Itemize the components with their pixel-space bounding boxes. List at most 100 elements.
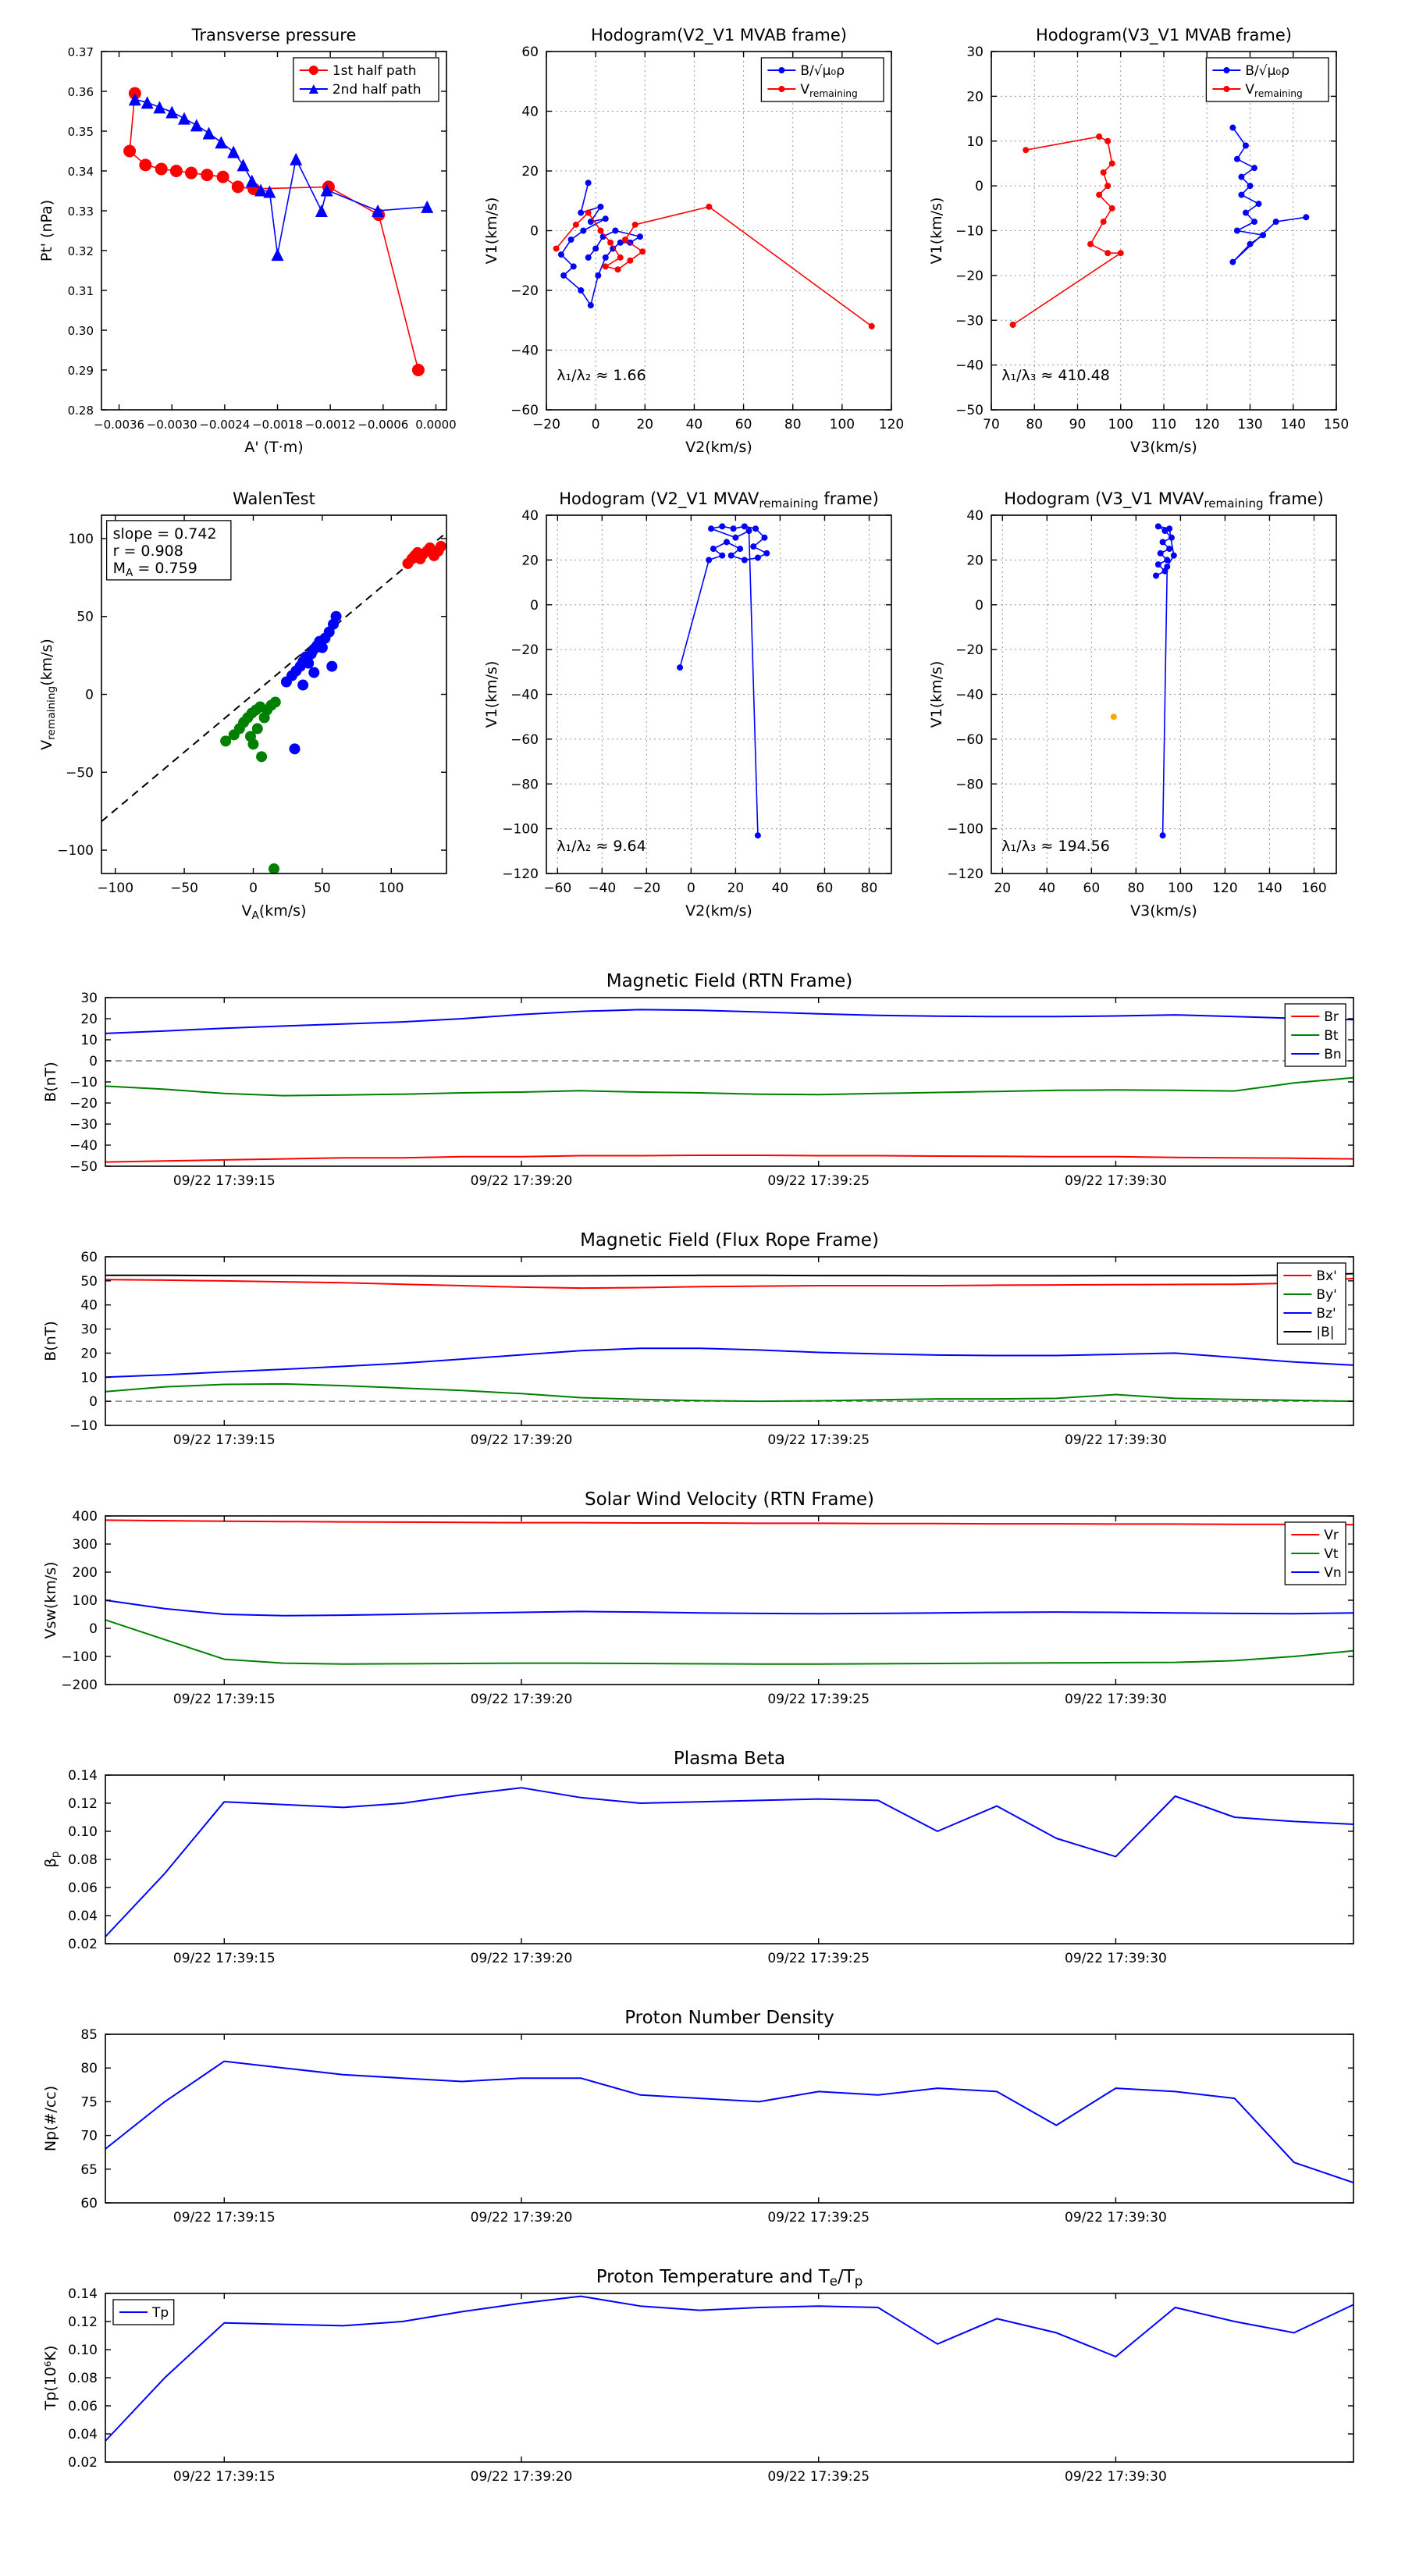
svg-text:Proton Temperature and Te/Tp: Proton Temperature and Te/Tp [596,2267,863,2289]
svg-text:−0.0018: −0.0018 [252,418,303,432]
svg-text:0: 0 [975,598,984,614]
svg-text:Transverse pressure: Transverse pressure [191,26,357,44]
svg-text:100: 100 [379,881,404,896]
svg-text:20: 20 [966,89,984,105]
svg-text:0.12: 0.12 [68,1796,98,1812]
svg-text:20: 20 [966,553,984,568]
svg-text:30: 30 [966,44,984,60]
svg-text:0.08: 0.08 [68,1852,98,1868]
svg-text:−10: −10 [69,1418,98,1434]
svg-text:Solar Wind Velocity (RTN Frame: Solar Wind Velocity (RTN Frame) [585,1489,874,1510]
svg-text:20: 20 [636,417,653,432]
svg-text:50: 50 [80,1274,98,1290]
svg-text:−0.0024: −0.0024 [199,418,250,432]
svg-text:0.0000: 0.0000 [415,418,457,432]
svg-text:VA(km/s): VA(km/s) [242,902,307,922]
svg-text:−50: −50 [66,765,94,781]
svg-text:−80: −80 [955,777,984,792]
svg-text:Tp: Tp [151,2305,169,2321]
svg-text:Magnetic Field (Flux Rope Fram: Magnetic Field (Flux Rope Frame) [580,1230,879,1251]
svg-text:V3(km/s): V3(km/s) [1130,439,1197,456]
svg-text:Vremaining: Vremaining [800,82,857,99]
svg-text:Plasma Beta: Plasma Beta [674,1749,785,1769]
svg-text:Vremaining(km/s): Vremaining(km/s) [38,639,58,750]
svg-text:09/22 17:39:30: 09/22 17:39:30 [1065,1173,1167,1189]
svg-text:0.37: 0.37 [68,45,94,59]
svg-text:−100: −100 [57,843,94,859]
svg-text:09/22 17:39:25: 09/22 17:39:25 [767,1692,870,1707]
svg-text:09/22 17:39:25: 09/22 17:39:25 [767,2469,870,2485]
svg-text:70: 70 [80,2129,98,2144]
svg-text:−20: −20 [632,881,660,896]
svg-text:B(nT): B(nT) [42,1062,59,1102]
chart-magnetic-field-fluxrope: 09/22 17:39:15 09/22 17:39:20 09/22 17:39:… [31,1226,1374,1460]
svg-text:Np(#/cc): Np(#/cc) [42,2086,59,2151]
svg-text:Bt: Bt [1324,1028,1339,1044]
svg-text:0: 0 [530,598,539,614]
svg-text:60: 60 [521,44,539,60]
svg-text:0.06: 0.06 [68,2399,98,2414]
svg-text:0.06: 0.06 [68,1880,98,1896]
svg-text:130: 130 [1237,417,1262,432]
svg-text:−0.0012: −0.0012 [305,418,356,432]
svg-text:MA = 0.759: MA = 0.759 [113,560,197,579]
svg-text:B/√μ₀ρ: B/√μ₀ρ [800,63,845,79]
svg-text:0.34: 0.34 [68,165,94,179]
svg-text:09/22 17:39:30: 09/22 17:39:30 [1065,2469,1167,2485]
svg-text:−50: −50 [69,1159,98,1175]
svg-text:09/22 17:39:15: 09/22 17:39:15 [173,1692,276,1707]
svg-text:V2(km/s): V2(km/s) [685,439,752,456]
svg-text:V2(km/s): V2(km/s) [685,902,752,920]
svg-text:09/22 17:39:15: 09/22 17:39:15 [173,1951,276,1966]
svg-text:Magnetic Field (RTN Frame): Magnetic Field (RTN Frame) [606,971,853,991]
svg-text:WalenTest: WalenTest [233,489,315,508]
svg-text:30: 30 [80,991,98,1006]
svg-text:09/22 17:39:30: 09/22 17:39:30 [1065,2210,1167,2226]
svg-text:Hodogram(V2_V1 MVAB frame): Hodogram(V2_V1 MVAB frame) [591,26,847,45]
svg-text:40: 40 [80,1298,98,1314]
svg-text:0: 0 [530,224,539,240]
svg-text:−30: −30 [69,1117,98,1133]
svg-text:A' (T·m): A' (T·m) [244,439,303,456]
svg-text:50: 50 [314,881,331,896]
svg-text:−40: −40 [510,343,539,359]
svg-text:−20: −20 [532,417,560,432]
svg-text:0.35: 0.35 [68,125,94,139]
svg-text:λ₁/λ₃ ≈ 194.56: λ₁/λ₃ ≈ 194.56 [1001,838,1110,855]
svg-text:09/22 17:39:30: 09/22 17:39:30 [1065,1692,1167,1707]
svg-text:0.08: 0.08 [68,2371,98,2386]
svg-text:40: 40 [966,508,984,524]
svg-text:λ₁/λ₃ ≈ 410.48: λ₁/λ₃ ≈ 410.48 [1001,367,1110,384]
svg-text:20: 20 [994,881,1011,896]
svg-text:20: 20 [80,1346,98,1361]
svg-text:20: 20 [80,1012,98,1027]
svg-text:60: 60 [80,2196,98,2211]
svg-text:80: 80 [784,417,802,432]
svg-text:09/22 17:39:30: 09/22 17:39:30 [1065,1432,1167,1448]
svg-text:Vr: Vr [1324,1528,1339,1543]
svg-text:40: 40 [521,508,539,524]
svg-text:0.32: 0.32 [68,244,94,258]
svg-text:60: 60 [735,417,752,432]
svg-text:−120: −120 [502,866,539,882]
svg-text:Hodogram (V2_V1 MVAVremaining: Hodogram (V2_V1 MVAVremaining frame) [559,489,879,511]
svg-text:30: 30 [80,1322,98,1338]
chart-hodogram-v2v1-mvav: −60 −40 −20 0 20 40 60 80 −120 −100 −80 −60 −40 −20 0 2… [468,475,905,923]
svg-text:140: 140 [1257,881,1282,896]
svg-text:slope = 0.742: slope = 0.742 [113,525,217,543]
svg-text:140: 140 [1281,417,1306,432]
svg-text:By': By' [1316,1287,1336,1303]
svg-text:09/22 17:39:15: 09/22 17:39:15 [173,2469,276,2485]
svg-text:300: 300 [73,1537,98,1553]
svg-text:120: 120 [1194,417,1219,432]
svg-text:−200: −200 [61,1678,98,1693]
svg-text:−30: −30 [955,313,984,329]
svg-text:150: 150 [1324,417,1349,432]
svg-text:09/22 17:39:20: 09/22 17:39:20 [471,2469,573,2485]
svg-text:20: 20 [521,553,539,568]
svg-text:70: 70 [983,417,1000,432]
svg-text:−40: −40 [955,358,984,374]
chart-hodogram-v2v1-mvab: −20 0 20 40 60 80 100 120 −60 −40 −20 0 20 40 60 V2(km/… [468,11,905,460]
svg-text:−20: −20 [510,642,539,658]
svg-text:−50: −50 [955,403,984,418]
